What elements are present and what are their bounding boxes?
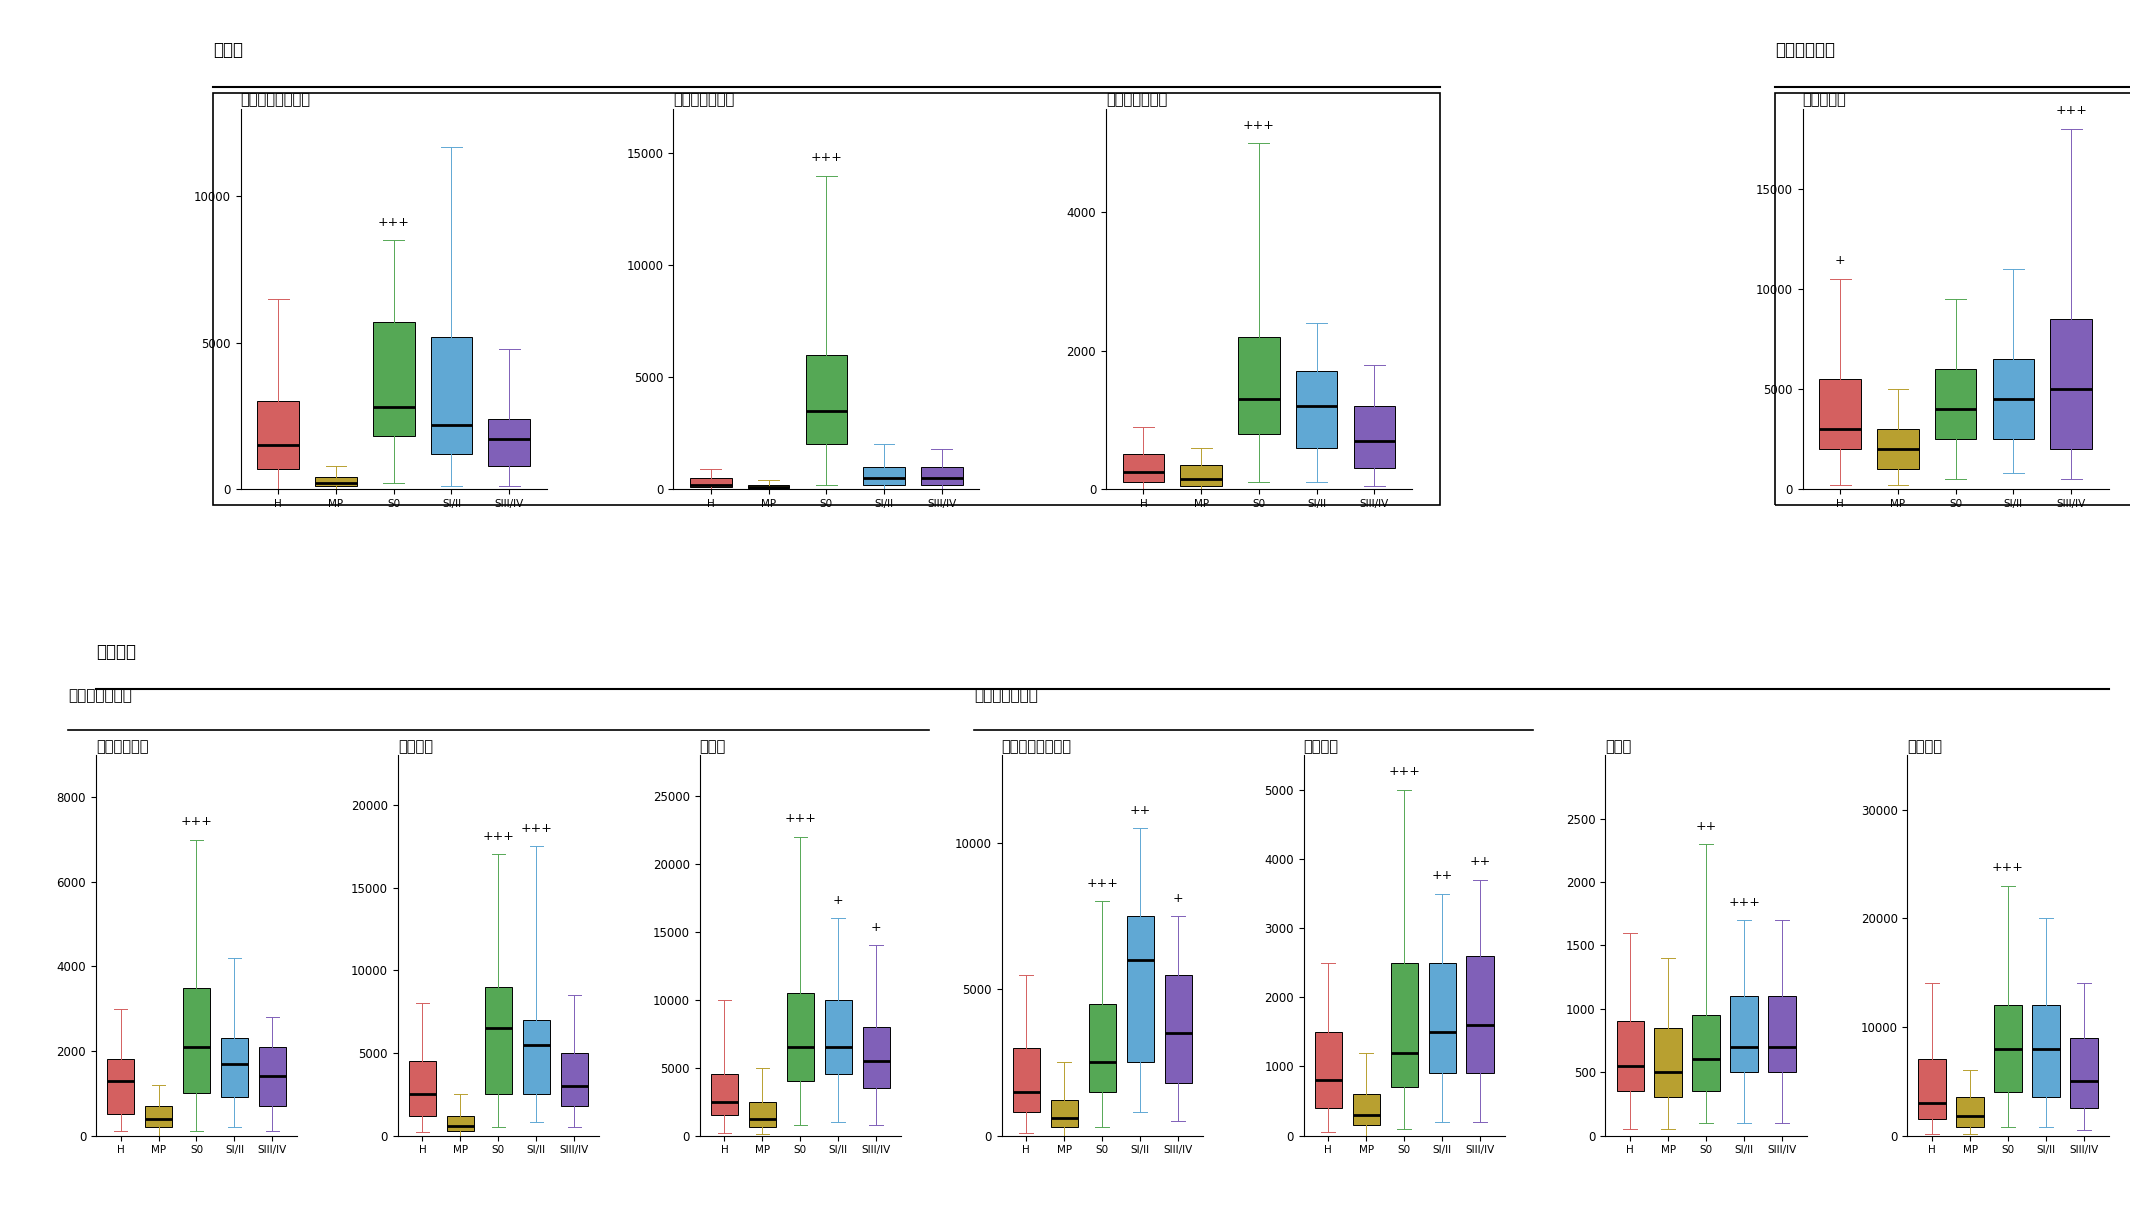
PathPatch shape	[1994, 1005, 2021, 1092]
Text: タウロコール酸: タウロコール酸	[1105, 93, 1167, 108]
Text: イソロイシン: イソロイシン	[96, 739, 149, 754]
Text: +: +	[871, 920, 882, 934]
PathPatch shape	[805, 355, 848, 445]
Text: アミノ酸: アミノ酸	[96, 643, 136, 661]
Text: デオキシコール酸: デオキシコール酸	[241, 93, 311, 108]
Text: ++: ++	[1695, 819, 1717, 832]
Text: +++: +++	[784, 812, 816, 825]
Text: +++: +++	[1389, 766, 1421, 778]
PathPatch shape	[1353, 1094, 1380, 1125]
Text: +: +	[833, 894, 843, 907]
PathPatch shape	[1295, 372, 1338, 447]
PathPatch shape	[1391, 963, 1419, 1087]
PathPatch shape	[711, 1074, 739, 1115]
PathPatch shape	[748, 484, 790, 488]
Text: +: +	[1834, 255, 1845, 267]
PathPatch shape	[1050, 1100, 1078, 1127]
PathPatch shape	[1768, 997, 1796, 1073]
PathPatch shape	[1127, 916, 1154, 1062]
Text: 分枝鎖脂肪酸: 分枝鎖脂肪酸	[1774, 41, 1834, 59]
PathPatch shape	[1465, 956, 1493, 1073]
PathPatch shape	[1353, 406, 1395, 469]
PathPatch shape	[2070, 1038, 2098, 1109]
Text: +++: +++	[1992, 861, 2024, 875]
Text: ++: ++	[1129, 805, 1150, 817]
PathPatch shape	[863, 466, 905, 484]
PathPatch shape	[145, 1107, 173, 1127]
PathPatch shape	[1123, 454, 1165, 482]
PathPatch shape	[920, 466, 963, 484]
PathPatch shape	[1012, 1047, 1039, 1113]
Text: グリシン: グリシン	[1908, 739, 1943, 754]
PathPatch shape	[1655, 1028, 1683, 1098]
PathPatch shape	[1238, 337, 1280, 434]
PathPatch shape	[1957, 1098, 1983, 1127]
PathPatch shape	[1617, 1022, 1644, 1091]
PathPatch shape	[2032, 1005, 2060, 1098]
Text: +++: +++	[1244, 118, 1276, 132]
PathPatch shape	[522, 1020, 550, 1094]
Text: +++: +++	[2055, 104, 2087, 117]
PathPatch shape	[1180, 465, 1223, 486]
PathPatch shape	[750, 1102, 775, 1127]
PathPatch shape	[409, 1061, 437, 1116]
Text: イソ吉草酸: イソ吉草酸	[1802, 93, 1847, 108]
Text: ++: ++	[1431, 869, 1453, 882]
PathPatch shape	[786, 993, 814, 1081]
Text: ロイシン: ロイシン	[398, 739, 432, 754]
PathPatch shape	[1730, 997, 1757, 1073]
PathPatch shape	[486, 987, 511, 1094]
Text: 分枝鎖アミノ酸: 分枝鎖アミノ酸	[68, 689, 132, 703]
PathPatch shape	[1994, 359, 2034, 439]
Text: チロシン: チロシン	[1304, 739, 1338, 754]
Text: +++: +++	[377, 216, 409, 230]
Text: +++: +++	[520, 821, 552, 835]
PathPatch shape	[2051, 319, 2092, 449]
Text: 芳香属アミノ酸: 芳香属アミノ酸	[973, 689, 1037, 703]
Text: 胆汁酸: 胆汁酸	[213, 41, 243, 59]
PathPatch shape	[1877, 429, 1919, 469]
Text: +: +	[1174, 892, 1184, 905]
PathPatch shape	[315, 477, 358, 486]
Text: バリン: バリン	[699, 739, 726, 754]
PathPatch shape	[183, 988, 211, 1093]
PathPatch shape	[1088, 1004, 1116, 1092]
Text: グリココール酸: グリココール酸	[673, 93, 735, 108]
PathPatch shape	[863, 1027, 890, 1088]
Text: フェニルアラニン: フェニルアラニン	[1001, 739, 1071, 754]
PathPatch shape	[824, 1000, 852, 1074]
PathPatch shape	[258, 401, 298, 469]
PathPatch shape	[1693, 1015, 1719, 1091]
PathPatch shape	[1429, 963, 1455, 1073]
Text: ++: ++	[1470, 855, 1491, 869]
Text: +++: +++	[1727, 895, 1759, 908]
PathPatch shape	[1314, 1032, 1342, 1108]
PathPatch shape	[488, 419, 530, 465]
Text: +++: +++	[484, 830, 513, 843]
PathPatch shape	[447, 1116, 475, 1131]
PathPatch shape	[690, 478, 731, 487]
PathPatch shape	[106, 1059, 134, 1115]
Text: +++: +++	[181, 815, 213, 829]
Text: +++: +++	[809, 151, 841, 164]
Text: セリン: セリン	[1606, 739, 1632, 754]
PathPatch shape	[258, 1047, 285, 1107]
PathPatch shape	[1819, 379, 1862, 449]
Text: +++: +++	[1086, 877, 1118, 890]
PathPatch shape	[373, 323, 415, 436]
PathPatch shape	[560, 1053, 588, 1105]
PathPatch shape	[222, 1039, 247, 1098]
PathPatch shape	[1934, 368, 1977, 439]
PathPatch shape	[1919, 1059, 1947, 1120]
PathPatch shape	[1165, 975, 1193, 1082]
PathPatch shape	[430, 337, 473, 454]
